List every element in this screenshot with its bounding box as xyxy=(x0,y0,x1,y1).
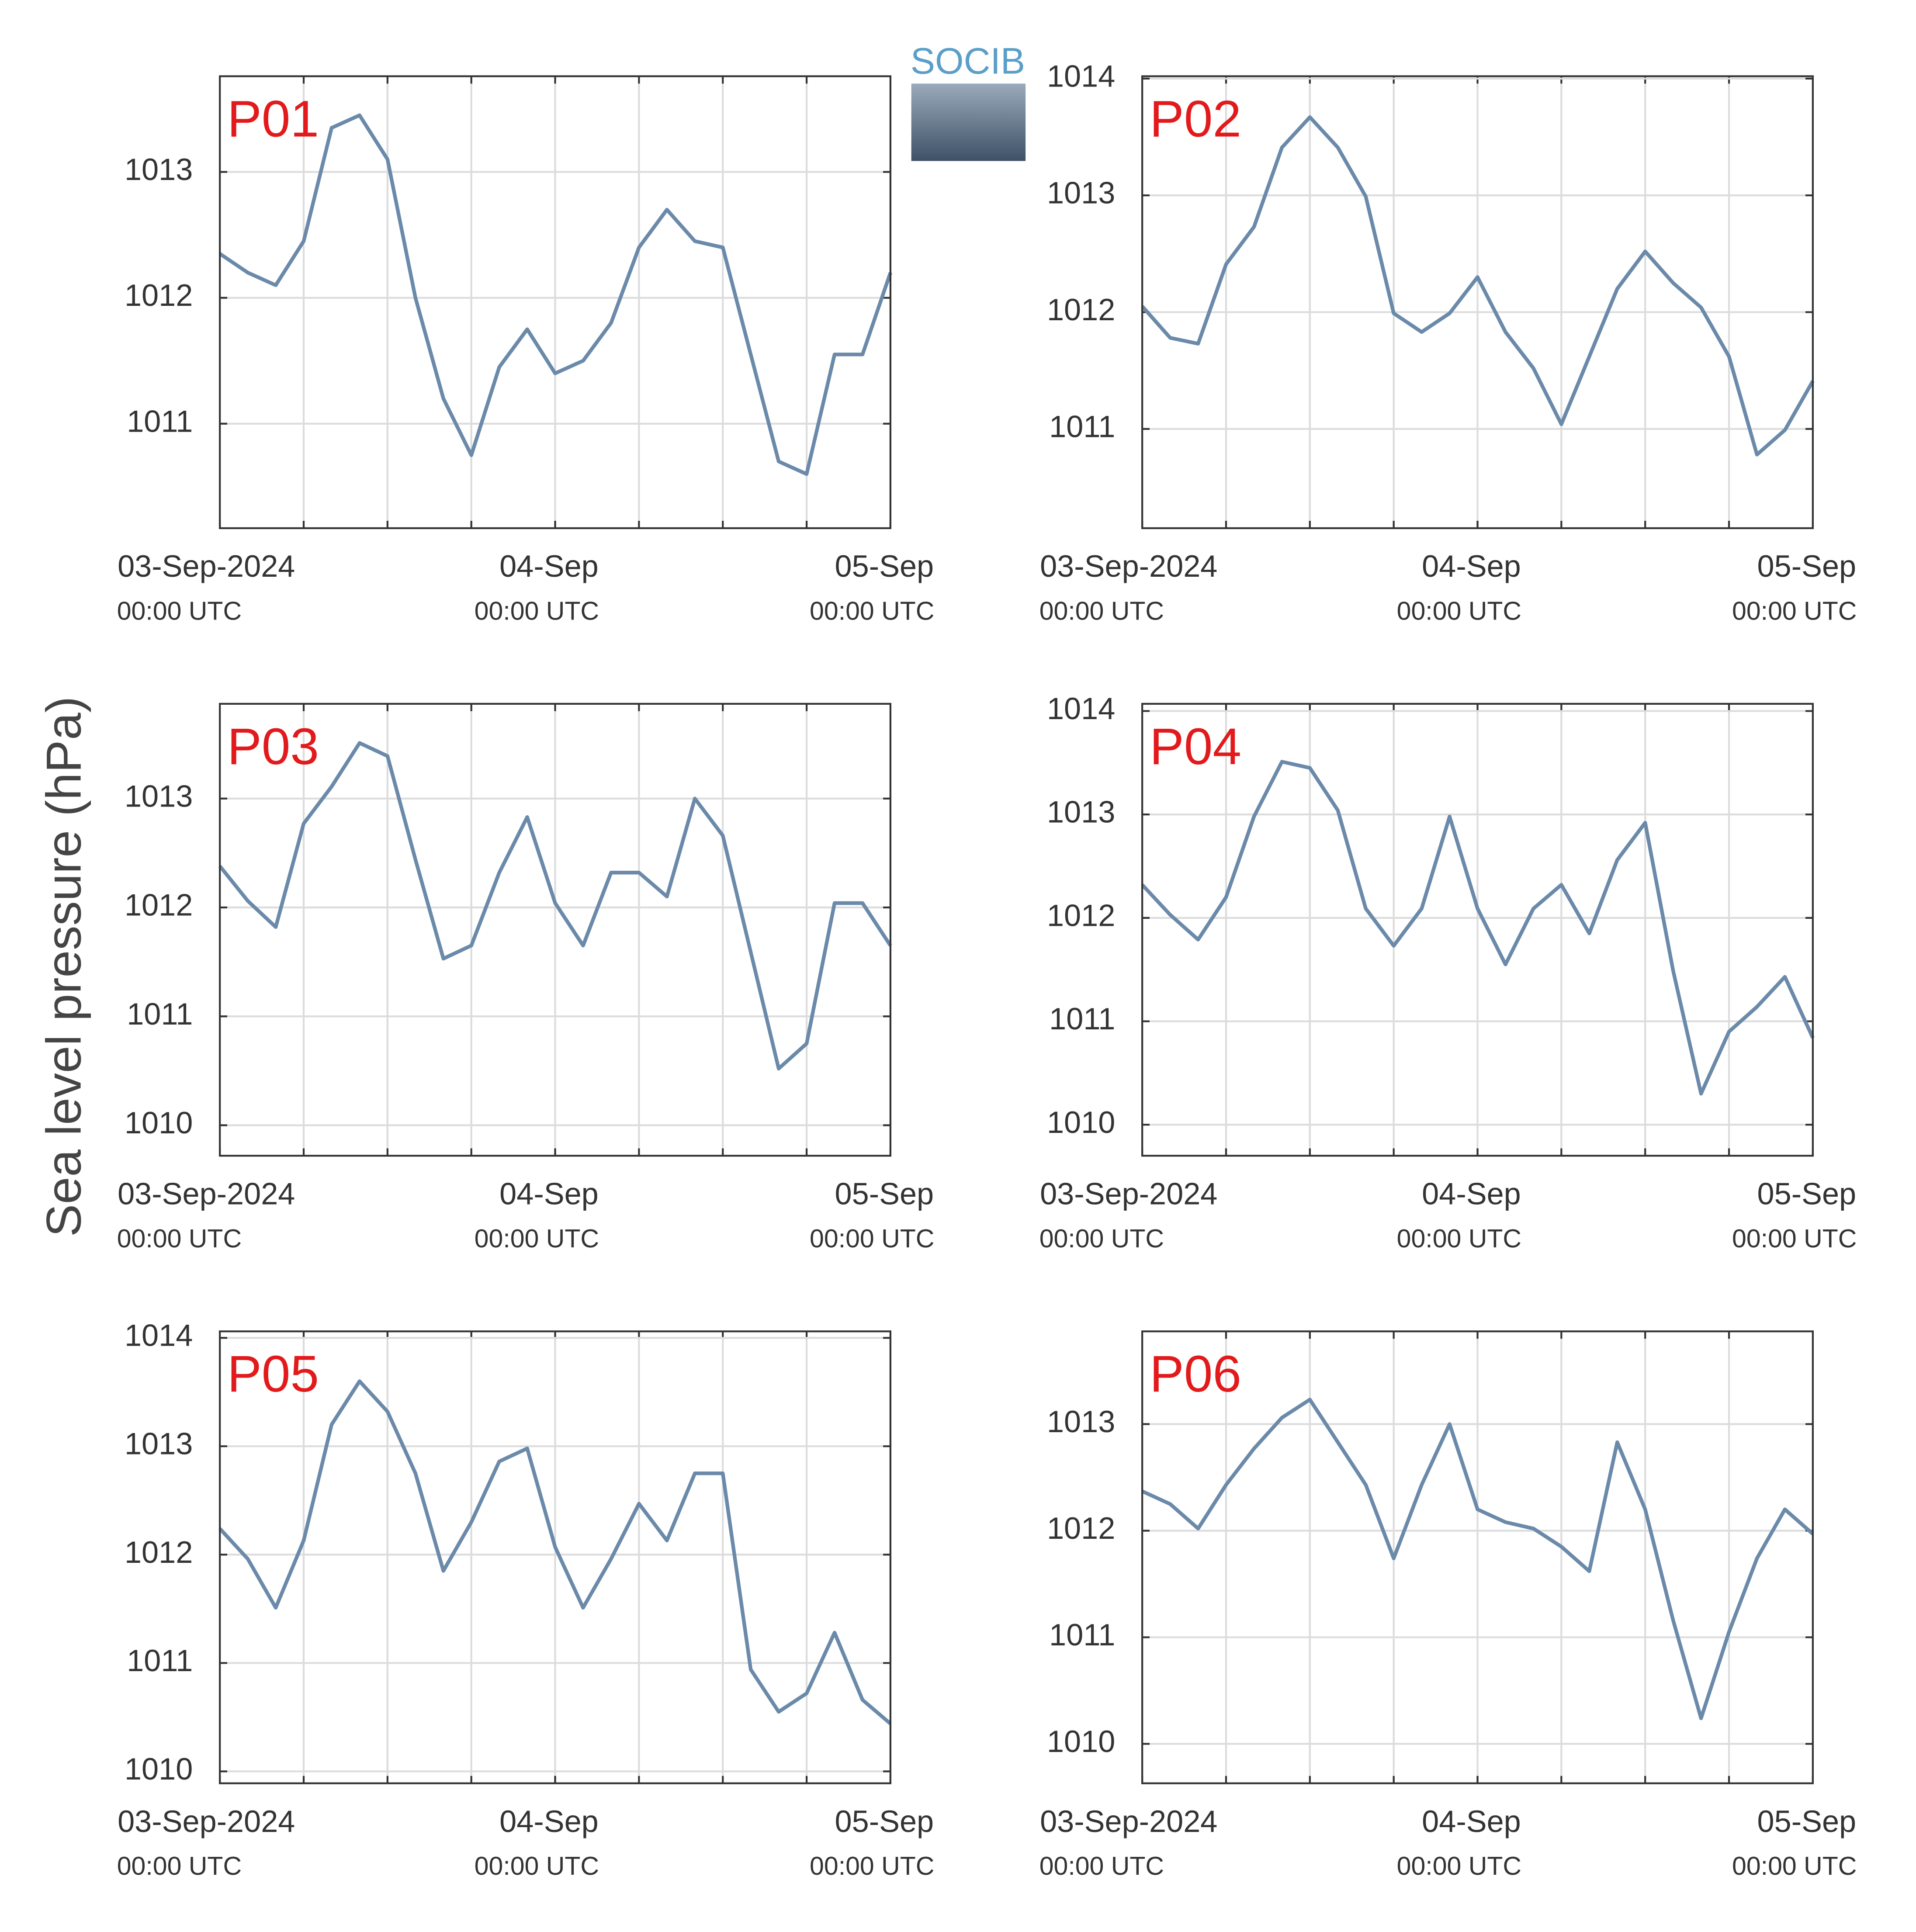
logo-text: SOCIB xyxy=(911,41,1025,82)
data-line xyxy=(1141,760,1815,1096)
x-tick-sublabel: 00:00 UTC xyxy=(475,1852,599,1880)
y-tick-label: 1014 xyxy=(1047,691,1115,726)
x-tick-sublabel: 00:00 UTC xyxy=(1397,1224,1521,1253)
y-tick-label: 1010 xyxy=(125,1752,193,1786)
y-tick-label: 1012 xyxy=(1047,292,1115,327)
y-tick-label: 1012 xyxy=(1047,898,1115,932)
x-tick-label: 04-Sep xyxy=(1422,1177,1521,1211)
x-tick-sublabel: 00:00 UTC xyxy=(117,1224,242,1253)
x-tick-label: 05-Sep xyxy=(1757,549,1857,583)
panel: 1010 1011 1012 1013 03-Sep-2024 00:00 UTC 04-S… xyxy=(1039,1330,1857,1880)
x-tick-sublabel: 00:00 UTC xyxy=(1039,1224,1164,1253)
panel-title: P02 xyxy=(1150,90,1241,148)
x-tick-label: 03-Sep-2024 xyxy=(1040,1804,1217,1839)
x-tick-label: 05-Sep xyxy=(835,1804,934,1839)
y-tick-label: 1013 xyxy=(1047,795,1115,829)
y-tick-label: 1013 xyxy=(125,1426,193,1461)
x-tick-label: 03-Sep-2024 xyxy=(118,1804,295,1839)
plot-frame xyxy=(1141,1330,1814,1784)
y-tick-label: 1011 xyxy=(127,404,193,438)
x-tick-sublabel: 00:00 UTC xyxy=(475,1224,599,1253)
panel: 1010 1011 1012 1013 1014 03-Sep-2024 00:00 UTC… xyxy=(117,1318,935,1881)
x-tick-sublabel: 00:00 UTC xyxy=(810,1852,934,1880)
y-tick-label: 1010 xyxy=(125,1105,193,1140)
y-tick-label: 1012 xyxy=(1047,1511,1115,1545)
plot-frame xyxy=(1141,703,1814,1157)
x-tick-sublabel: 00:00 UTC xyxy=(1397,596,1521,625)
panel: 1011 1012 1013 03-Sep-2024 00:00 UTC 04-Sep 00… xyxy=(117,75,934,625)
panel: 1010 1011 1012 1013 03-Sep-2024 00:00 UTC 04-S… xyxy=(117,703,934,1253)
data-line xyxy=(218,741,892,1071)
y-tick-label: 1011 xyxy=(1049,1617,1115,1652)
y-tick-label: 1014 xyxy=(125,1318,193,1353)
y-tick-label: 1011 xyxy=(1049,1001,1115,1036)
x-tick-label: 05-Sep xyxy=(1757,1177,1857,1211)
x-tick-sublabel: 00:00 UTC xyxy=(810,1224,934,1253)
x-tick-sublabel: 00:00 UTC xyxy=(117,1852,242,1880)
y-tick-label: 1013 xyxy=(125,779,193,813)
panel-title: P06 xyxy=(1150,1345,1241,1403)
x-tick-label: 03-Sep-2024 xyxy=(118,1177,295,1211)
plot-frame xyxy=(219,1330,892,1784)
x-tick-sublabel: 00:00 UTC xyxy=(1039,596,1164,625)
y-tick-label: 1013 xyxy=(1047,1404,1115,1439)
x-tick-sublabel: 00:00 UTC xyxy=(810,596,934,625)
y-tick-label: 1013 xyxy=(125,152,193,187)
y-tick-label: 1012 xyxy=(125,888,193,922)
x-tick-sublabel: 00:00 UTC xyxy=(1732,1852,1857,1880)
data-line xyxy=(1140,115,1815,457)
x-tick-label: 04-Sep xyxy=(499,1804,599,1839)
x-tick-label: 03-Sep-2024 xyxy=(118,549,295,583)
x-tick-label: 05-Sep xyxy=(835,549,934,583)
y-tick-label: 1014 xyxy=(1047,59,1115,93)
data-line xyxy=(1141,1398,1814,1721)
x-tick-label: 04-Sep xyxy=(1422,549,1521,583)
x-tick-label: 04-Sep xyxy=(499,549,599,583)
data-line xyxy=(218,1379,892,1725)
x-tick-label: 03-Sep-2024 xyxy=(1040,1177,1217,1211)
x-tick-label: 03-Sep-2024 xyxy=(1040,549,1217,583)
logo: SOCIB xyxy=(911,41,1026,161)
x-tick-label: 04-Sep xyxy=(499,1177,599,1211)
panel-title: P05 xyxy=(227,1345,319,1403)
x-tick-label: 05-Sep xyxy=(1757,1804,1857,1839)
y-axis-label: Sea level pressure (hPa) xyxy=(36,696,91,1237)
y-tick-label: 1011 xyxy=(1049,409,1115,443)
plot-frame xyxy=(219,75,892,530)
y-tick-label: 1011 xyxy=(127,1643,193,1678)
panel-title: P03 xyxy=(227,718,319,776)
x-tick-sublabel: 00:00 UTC xyxy=(475,596,599,625)
panel: 1010 1011 1012 1013 1014 03-Sep-2024 00:00 UTC… xyxy=(1039,691,1857,1253)
plot-frame xyxy=(219,703,892,1157)
x-tick-sublabel: 00:00 UTC xyxy=(1039,1852,1164,1880)
x-tick-sublabel: 00:00 UTC xyxy=(1397,1852,1521,1880)
logo-badge xyxy=(911,83,1026,161)
y-tick-label: 1013 xyxy=(1047,176,1115,210)
x-tick-label: 05-Sep xyxy=(835,1177,934,1211)
x-tick-label: 04-Sep xyxy=(1422,1804,1521,1839)
data-line xyxy=(218,113,892,476)
panel-title: P01 xyxy=(227,90,319,148)
y-tick-label: 1012 xyxy=(125,278,193,312)
plot-frame xyxy=(1141,75,1814,530)
y-tick-label: 1011 xyxy=(127,997,193,1031)
y-tick-label: 1010 xyxy=(1047,1724,1115,1759)
x-tick-sublabel: 00:00 UTC xyxy=(1732,596,1857,625)
panel: 1011 1012 1013 1014 03-Sep-2024 00:00 UTC 04-S… xyxy=(1039,59,1857,625)
x-tick-sublabel: 00:00 UTC xyxy=(1732,1224,1857,1253)
y-tick-label: 1012 xyxy=(125,1535,193,1569)
y-tick-label: 1010 xyxy=(1047,1105,1115,1139)
x-tick-sublabel: 00:00 UTC xyxy=(117,596,242,625)
panel-title: P04 xyxy=(1150,718,1241,776)
